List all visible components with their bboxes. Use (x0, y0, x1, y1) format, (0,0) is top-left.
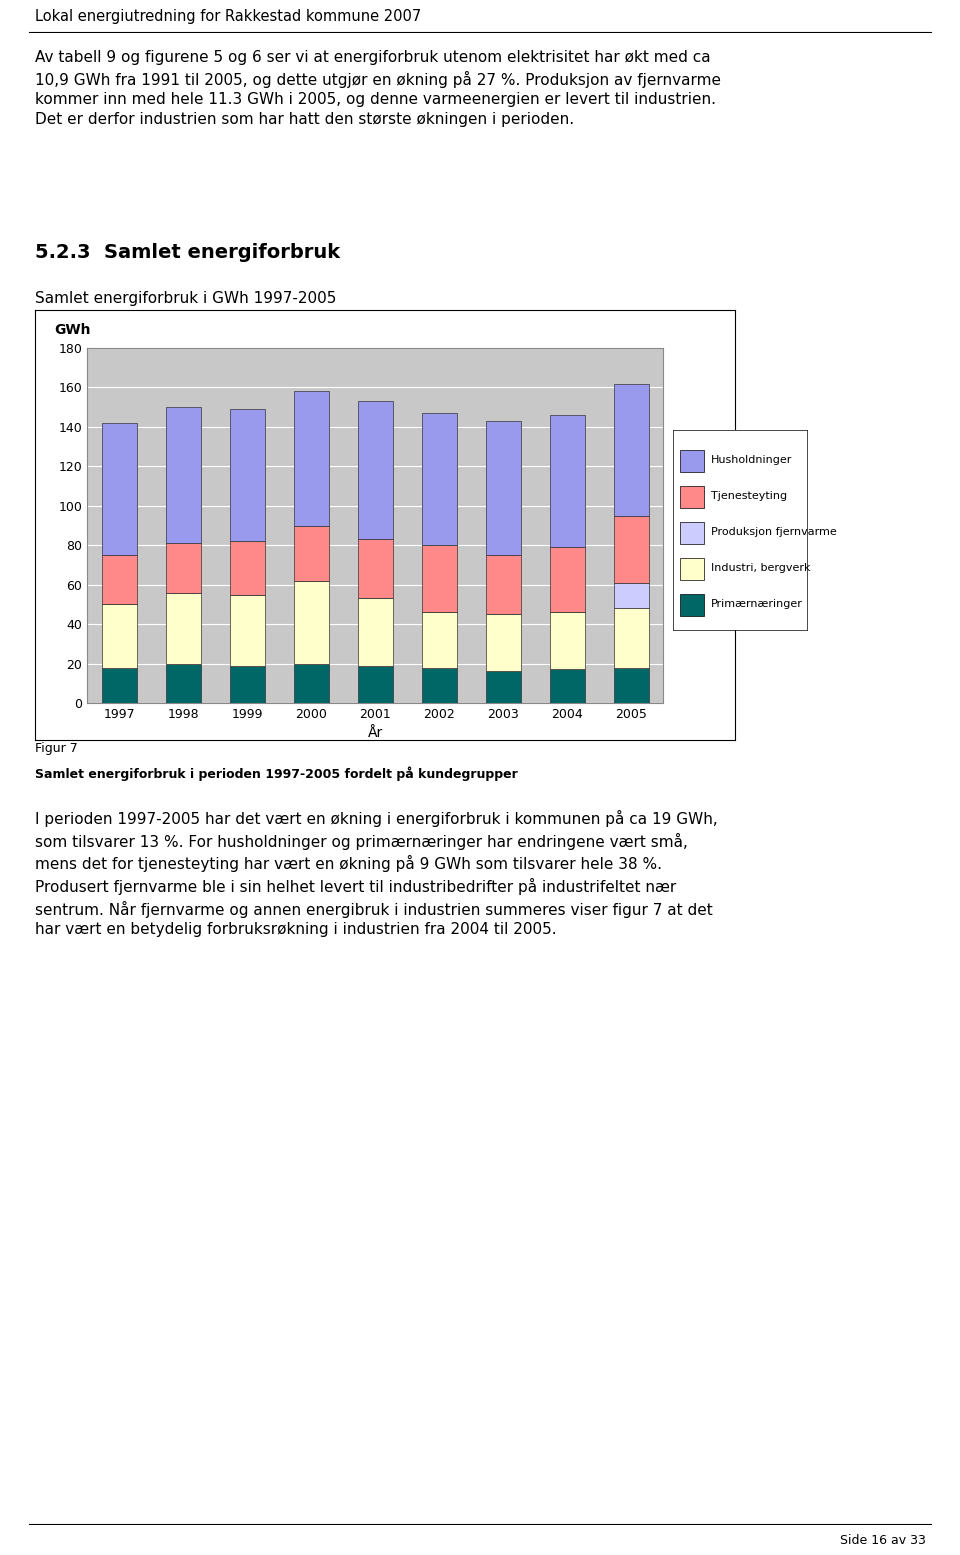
Text: Figur 7: Figur 7 (35, 742, 78, 756)
X-axis label: År: År (368, 726, 383, 740)
Bar (613, 608, 649, 667)
Text: GWh: GWh (54, 323, 90, 337)
Bar (486, 672, 521, 703)
Text: Av tabell 9 og figurene 5 og 6 ser vi at energiforbruk utenom elektrisitet har ø: Av tabell 9 og figurene 5 og 6 ser vi at… (35, 50, 721, 128)
Text: Primærnæringer: Primærnæringer (710, 599, 803, 610)
Bar (294, 526, 329, 580)
Bar (102, 667, 137, 703)
Text: Samlet energiforbruk i perioden 1997-2005 fordelt på kundegrupper: Samlet energiforbruk i perioden 1997-200… (35, 767, 517, 781)
Bar (229, 541, 265, 594)
Text: 5.2.3  Samlet energiforbruk: 5.2.3 Samlet energiforbruk (35, 243, 340, 261)
FancyBboxPatch shape (680, 558, 704, 580)
Bar (229, 594, 265, 666)
Bar (166, 664, 201, 703)
Bar (421, 613, 457, 667)
Bar (550, 415, 585, 547)
Bar (613, 516, 649, 583)
Bar (421, 546, 457, 613)
Bar (421, 414, 457, 546)
Bar (358, 599, 393, 666)
Bar (102, 555, 137, 605)
FancyBboxPatch shape (680, 594, 704, 616)
Text: Husholdninger: Husholdninger (710, 456, 792, 465)
Bar (166, 543, 201, 592)
Bar (102, 423, 137, 555)
Bar (421, 667, 457, 703)
Bar (550, 613, 585, 670)
Text: Lokal energiutredning for Rakkestad kommune 2007: Lokal energiutredning for Rakkestad komm… (35, 8, 420, 23)
Bar (358, 401, 393, 540)
Bar (486, 614, 521, 672)
Bar (229, 409, 265, 541)
Bar (102, 605, 137, 667)
Text: Samlet energiforbruk i GWh 1997-2005: Samlet energiforbruk i GWh 1997-2005 (35, 291, 336, 306)
Bar (613, 583, 649, 608)
Bar (294, 664, 329, 703)
Text: Tjenesteyting: Tjenesteyting (710, 491, 786, 501)
Bar (294, 392, 329, 526)
Bar (294, 580, 329, 664)
Bar (550, 670, 585, 703)
Text: I perioden 1997-2005 har det vært en økning i energiforbruk i kommunen på ca 19 : I perioden 1997-2005 har det vært en økn… (35, 810, 717, 938)
Text: Produksjon fjernvarme: Produksjon fjernvarme (710, 527, 836, 536)
Bar (550, 547, 585, 613)
Text: Industri, bergverk: Industri, bergverk (710, 563, 810, 572)
FancyBboxPatch shape (680, 449, 704, 473)
Bar (358, 666, 393, 703)
FancyBboxPatch shape (680, 522, 704, 544)
Bar (613, 384, 649, 516)
Bar (166, 592, 201, 664)
Bar (358, 540, 393, 599)
Bar (486, 421, 521, 555)
FancyBboxPatch shape (680, 487, 704, 508)
Bar (166, 407, 201, 543)
Bar (486, 555, 521, 614)
Text: Side 16 av 33: Side 16 av 33 (840, 1533, 925, 1547)
Bar (229, 666, 265, 703)
Bar (613, 667, 649, 703)
